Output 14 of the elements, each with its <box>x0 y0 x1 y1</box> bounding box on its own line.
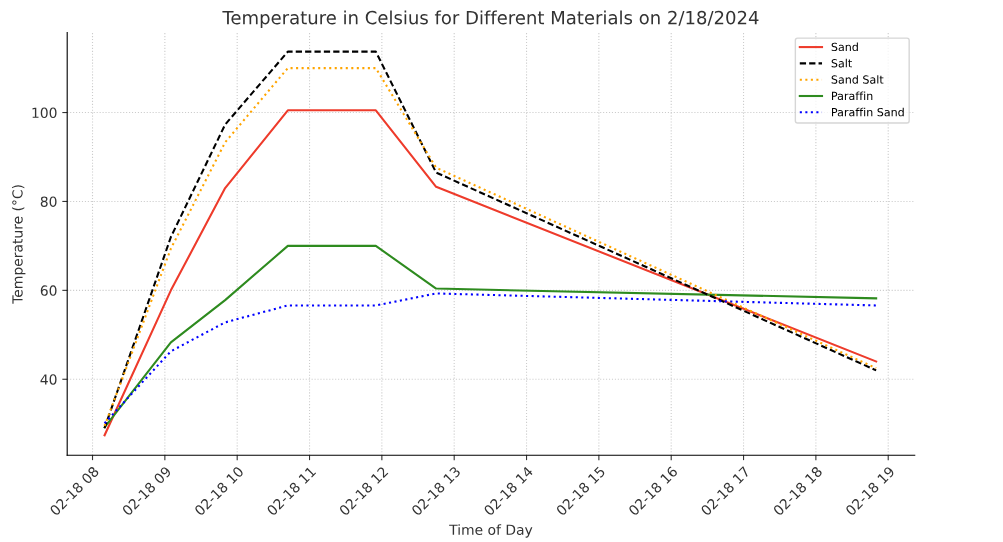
y-tick-label: 80 <box>40 196 57 207</box>
chart-title: Temperature in Celsius for Different Materials on 2/18/2024 <box>222 10 759 28</box>
legend-label: Sand <box>831 42 858 52</box>
line-series <box>103 292 878 425</box>
x-axis-title: Time of Day <box>449 524 533 538</box>
legend-label: Salt <box>831 58 852 68</box>
legend-label: Sand Salt <box>831 75 884 84</box>
y-tick-label: 100 <box>32 107 57 119</box>
y-tick-label: 40 <box>40 374 57 385</box>
line-series <box>103 244 878 429</box>
legend-label: Paraffin <box>832 91 873 101</box>
y-axis-title: Temperature (°C) <box>11 185 26 304</box>
legend-label: Paraffin Sand <box>832 107 904 117</box>
y-tick-label: 60 <box>40 285 57 296</box>
